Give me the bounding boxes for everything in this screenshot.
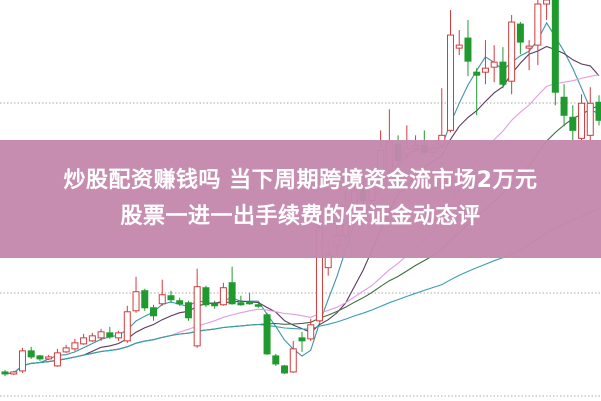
candle-body [307,324,315,340]
candle-body [36,355,44,360]
candle-body [464,37,472,62]
candle-body [53,352,61,367]
candle-body [167,295,175,301]
banner-title-line-2: 股票一进一出手续费的保证金动态评 [120,204,481,229]
candle-body [202,287,210,306]
candle-body [71,342,79,350]
candle-body [158,294,166,305]
candle-body [176,300,184,305]
candle-body [211,303,219,307]
candle-body [543,0,551,5]
candle-body [10,371,18,375]
candle-body [289,348,297,373]
candle-body [97,331,105,339]
candle-body [246,301,254,305]
candle-body [272,355,280,365]
candle-body [193,286,201,347]
candle-body [80,337,88,345]
candle-body [254,304,262,307]
candle-body [141,290,149,309]
candle-body [263,314,271,355]
ma60-line [4,207,600,375]
banner-title-line-1: 炒股配资赚钱吗 当下周期跨境资金流市场2万元 [63,168,538,193]
title-banner: 炒股配资赚钱吗 当下周期跨境资金流市场2万元 股票一进一出手续费的保证金动态评 [0,140,601,258]
candle-body [569,116,577,131]
candle-body [481,67,489,73]
candle-body [150,307,157,317]
candle-body [27,350,35,358]
candle-body [560,96,568,116]
candle-body [534,3,542,46]
candle-body [115,332,123,339]
candle-body [447,34,454,131]
candle-body [499,61,507,85]
candle-body [525,45,533,49]
candle-body [455,44,463,49]
candle-body [18,350,26,372]
candle-body [237,302,245,306]
candle-body [595,101,601,121]
candle-body [516,23,524,43]
candle-body [45,356,53,360]
candle-body [123,311,131,342]
candle-body [490,61,498,68]
candle-body [106,332,114,338]
candle-body [551,0,559,93]
candle-body [88,335,96,342]
candle-body [578,102,586,139]
candle-body [184,302,192,319]
candle-body [219,287,227,306]
candle-body [298,337,306,342]
candle-body [281,365,289,374]
candle-body [508,21,516,82]
candle-body [473,71,481,76]
candle-body [62,347,70,353]
candle-body [132,291,140,312]
candle-body [586,102,594,136]
candle-body [228,282,236,305]
candle-body [1,371,9,375]
